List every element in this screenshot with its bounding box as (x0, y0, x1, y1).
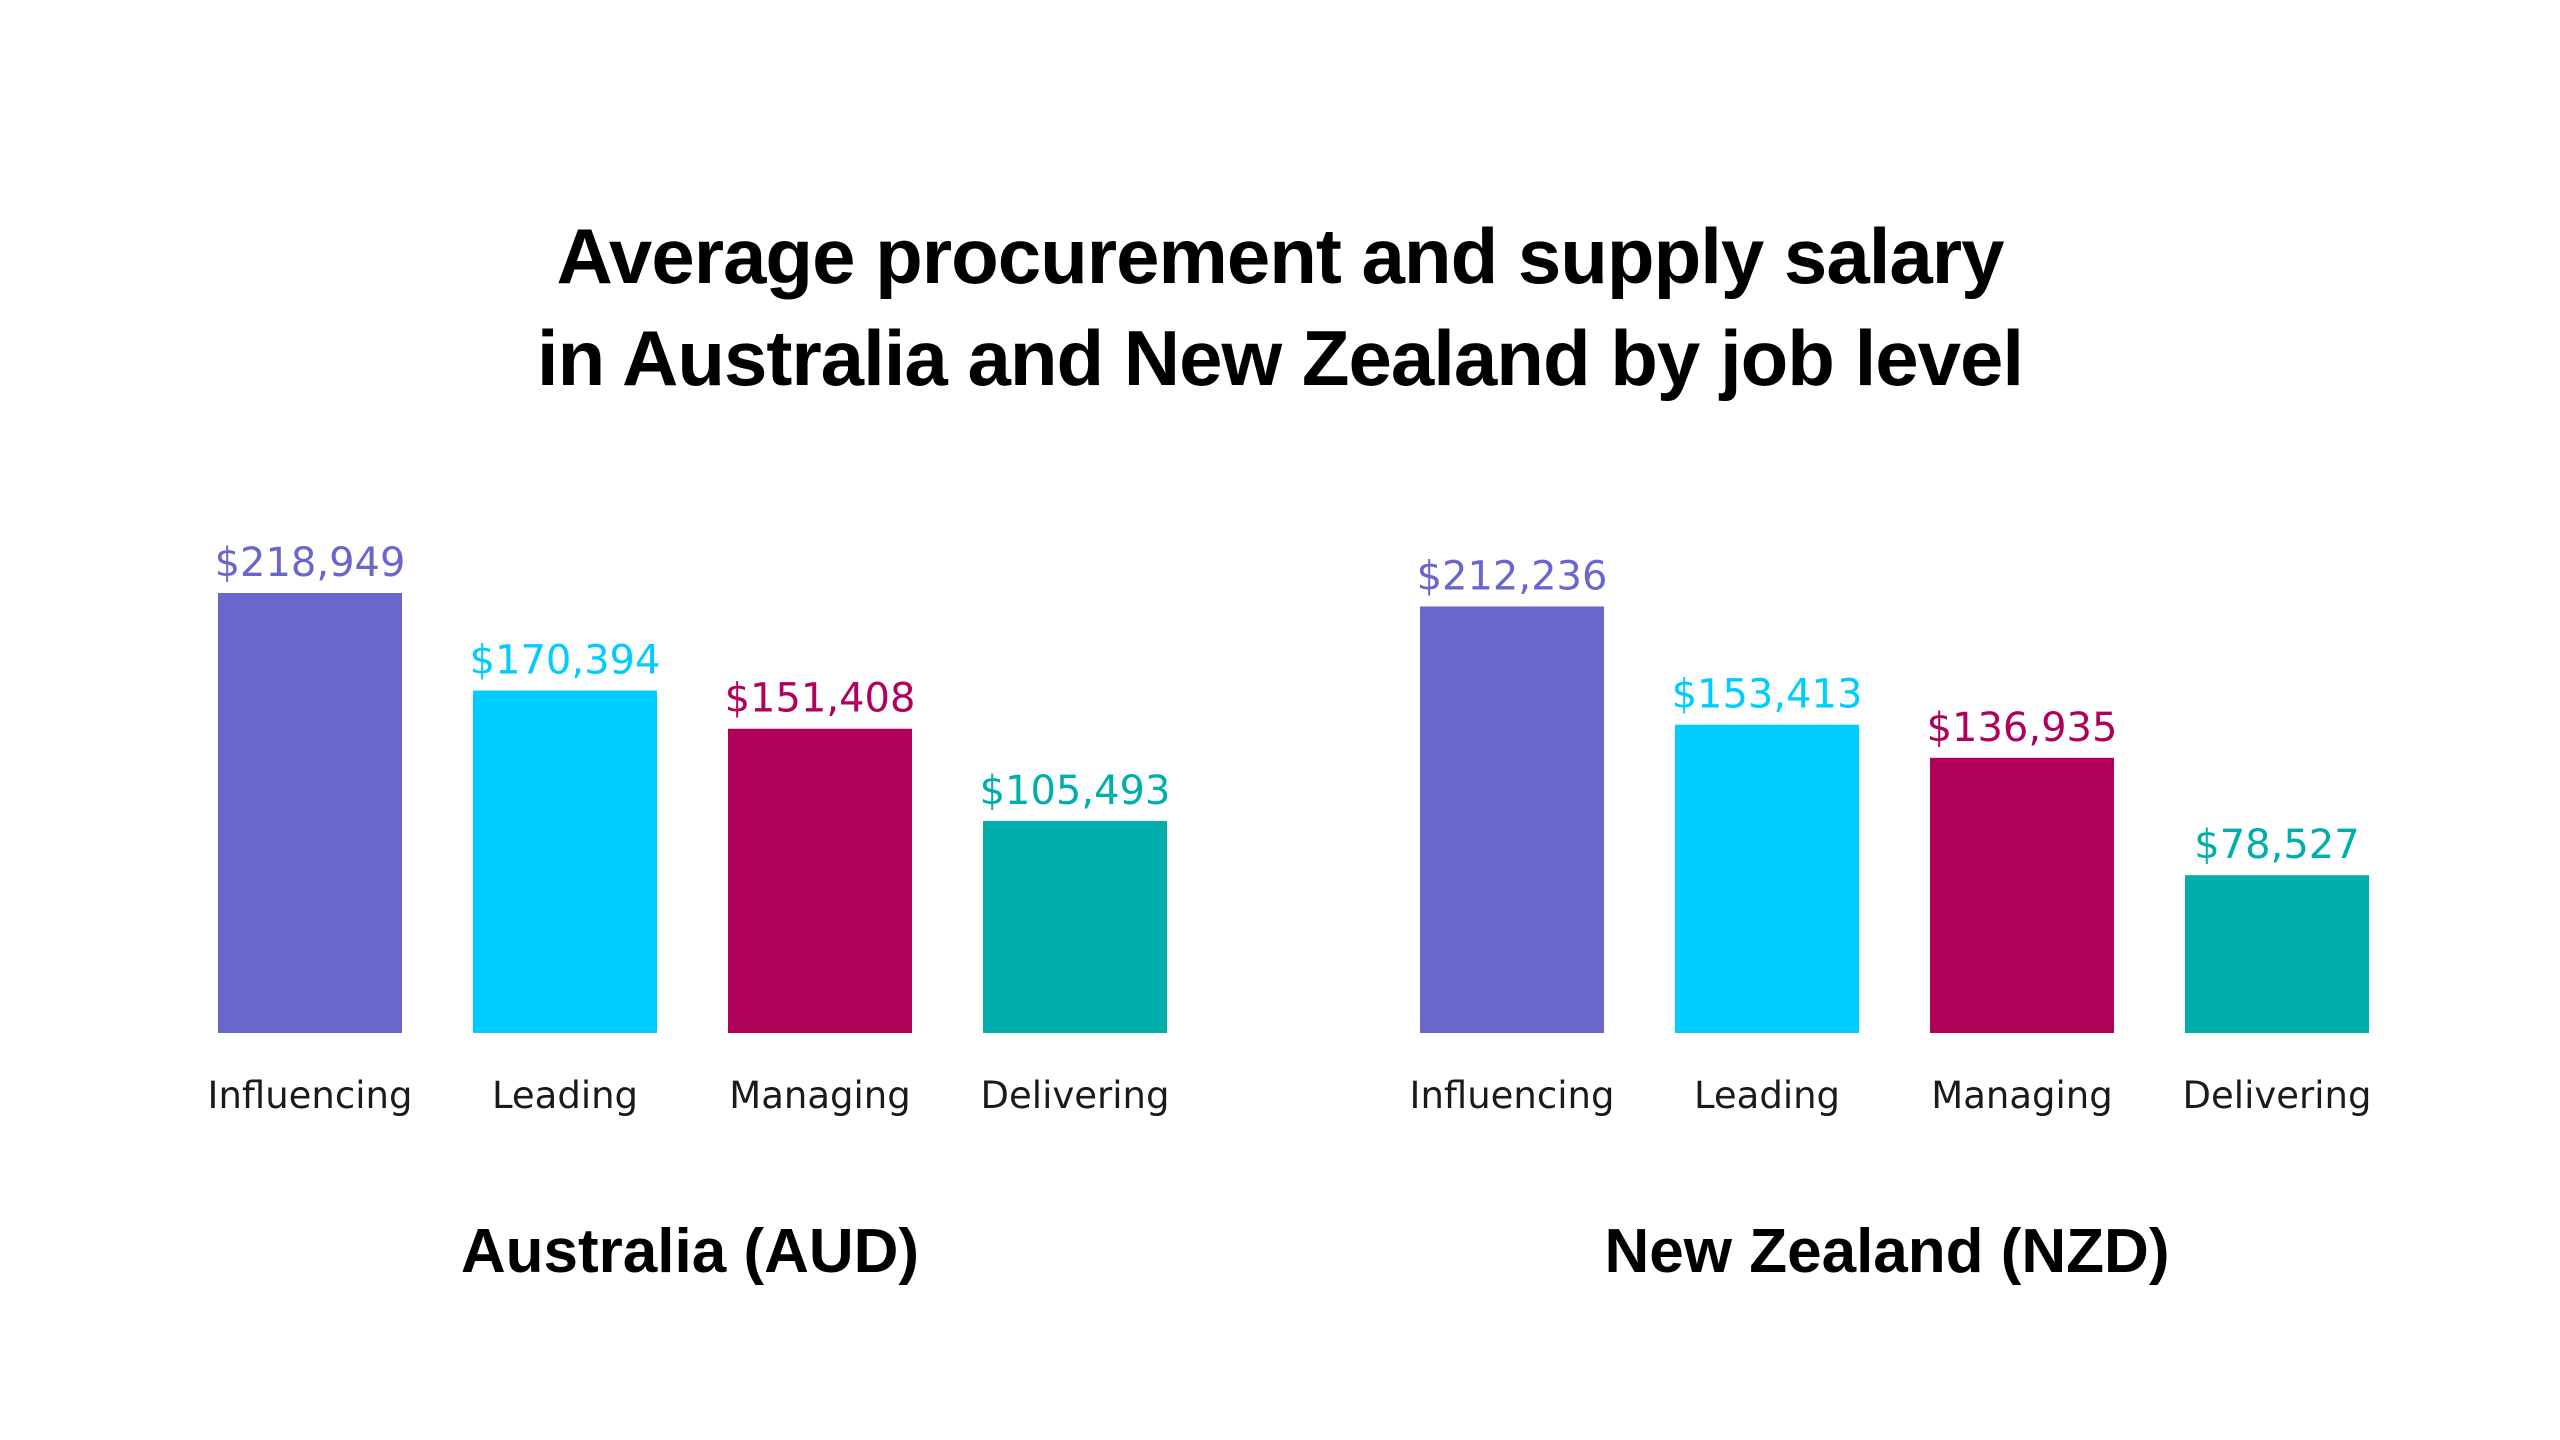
australia-aud-bar-delivering (983, 821, 1167, 1033)
new-zealand-nzd-category-label-delivering: Delivering (2183, 1074, 2372, 1117)
australia-aud-category-label-leading: Leading (492, 1074, 638, 1117)
new-zealand-nzd-category-label-managing: Managing (1931, 1074, 2112, 1117)
australia-aud-bar-influencing (218, 593, 402, 1033)
australia-chart: $218,949 Influencing $170,394 Leading $151,4… (208, 540, 1171, 1286)
australia-aud-category-label-managing: Managing (729, 1074, 910, 1117)
page-title: Average procurement and supply salary in… (0, 205, 2560, 409)
new-zealand-nzd-value-label-managing: $136,935 (1927, 705, 2118, 751)
page-title-line-1: Average procurement and supply salary (556, 212, 2005, 300)
australia-aud-bar-managing (728, 728, 912, 1033)
australia-aud-category-label-delivering: Delivering (981, 1074, 1170, 1117)
australia-aud-value-label-influencing: $218,949 (215, 540, 406, 586)
new-zealand-nzd-bar-leading (1675, 724, 1859, 1033)
new-zealand-nzd-value-label-influencing: $212,236 (1417, 553, 1608, 599)
new-zealand-nzd-panel-title: New Zealand (NZD) (1605, 1217, 2170, 1286)
new-zealand-nzd-category-label-leading: Leading (1694, 1074, 1840, 1117)
australia-aud-value-label-delivering: $105,493 (980, 768, 1171, 814)
australia-aud-value-label-managing: $151,408 (725, 676, 916, 722)
new-zealand-nzd-bar-influencing (1420, 606, 1604, 1033)
australia-aud-category-label-influencing: Influencing (208, 1074, 413, 1117)
page-title-line-2: in Australia and New Zealand by job leve… (536, 314, 2024, 402)
new-zealand-nzd-value-label-leading: $153,413 (1672, 672, 1863, 718)
new-zealand-nzd-category-label-influencing: Influencing (1410, 1074, 1615, 1117)
australia-aud-bar-leading (473, 690, 657, 1033)
australia-aud-value-label-leading: $170,394 (470, 638, 661, 684)
new-zealand-nzd-bar-managing (1930, 757, 2114, 1033)
new-zealand-chart: $212,236 Influencing $153,413 Leading $136,9… (1410, 553, 2372, 1286)
new-zealand-nzd-bar-delivering (2185, 875, 2369, 1033)
australia-aud-panel-title: Australia (AUD) (461, 1217, 919, 1286)
new-zealand-nzd-value-label-delivering: $78,527 (2194, 822, 2359, 868)
